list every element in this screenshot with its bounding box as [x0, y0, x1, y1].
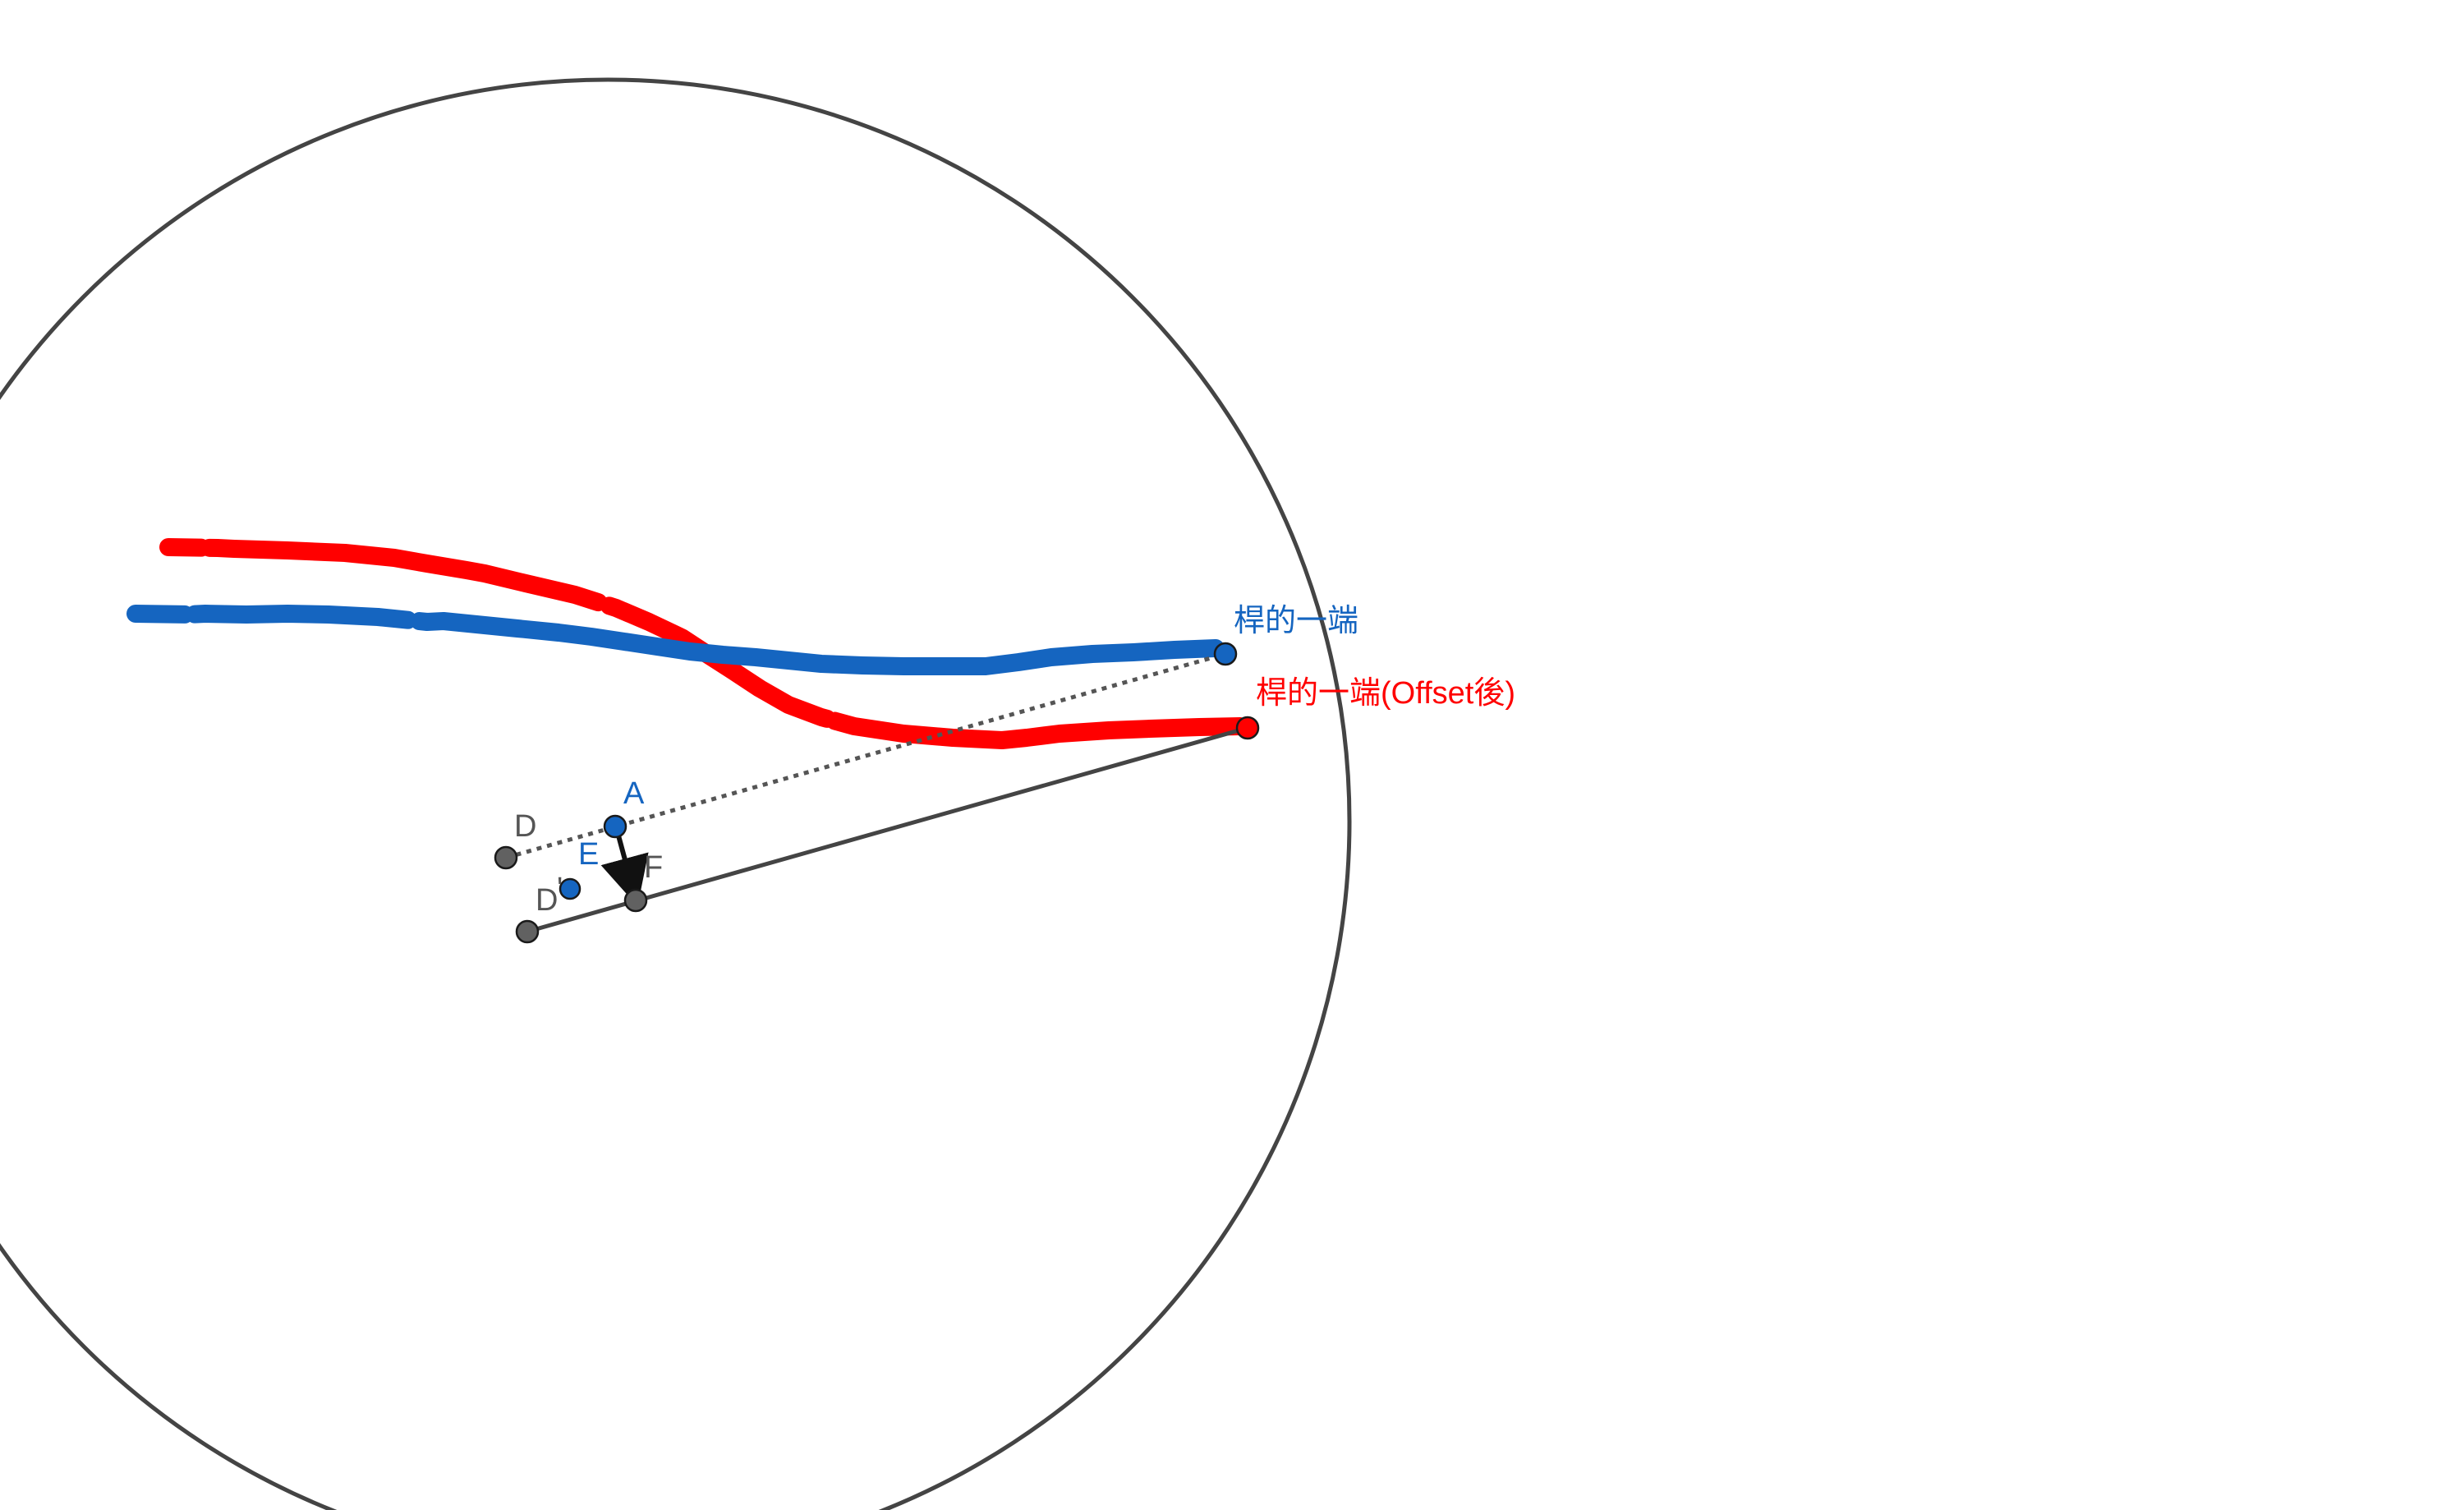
label-point-d-lower: D: [536, 883, 558, 918]
label-rod-end-offset: 桿的一端(Offset後): [1256, 676, 1515, 711]
dotted-rod-line[interactable]: [505, 651, 1226, 860]
label-point-d-upper: D: [514, 809, 536, 844]
point-rod-end[interactable]: [1213, 642, 1238, 666]
point-e[interactable]: [559, 877, 582, 900]
blue-trace-path: [126, 605, 1225, 675]
point-rod-end-offset[interactable]: [1235, 716, 1260, 740]
label-point-f: F: [644, 850, 663, 885]
point-f[interactable]: [623, 888, 648, 913]
label-point-e: E: [578, 837, 599, 872]
label-point-d-prime: ': [557, 872, 563, 906]
label-rod-end: 桿的一端: [1234, 604, 1358, 638]
point-d-lower[interactable]: [515, 919, 540, 944]
red-trace-path: [159, 538, 1249, 749]
boundary-circle[interactable]: [0, 77, 1352, 1510]
point-a[interactable]: [603, 814, 627, 839]
label-point-a: A: [623, 776, 645, 811]
point-d-upper[interactable]: [494, 845, 518, 870]
